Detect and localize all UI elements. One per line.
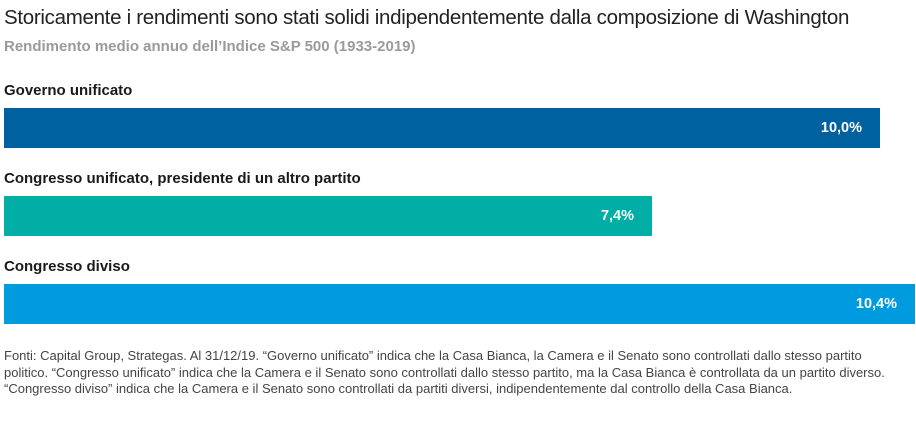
bar-value-label: 10,4% <box>855 296 897 312</box>
bar-value-label: 10,0% <box>820 120 862 136</box>
bar: 10,4% <box>4 284 915 324</box>
category-label: Congresso unificato, presidente di un al… <box>4 170 361 187</box>
bar: 7,4% <box>4 196 652 236</box>
source-footnote: Fonti: Capital Group, Strategas. Al 31/1… <box>4 348 885 397</box>
chart-subtitle: Rendimento medio annuo dell’Indice S&P 5… <box>4 38 416 55</box>
category-label: Congresso diviso <box>4 258 130 275</box>
chart-title: Storicamente i rendimenti sono stati sol… <box>4 6 850 29</box>
category-label: Governo unificato <box>4 82 133 99</box>
bar-value-label: 7,4% <box>600 208 634 224</box>
bar: 10,0% <box>4 108 880 148</box>
